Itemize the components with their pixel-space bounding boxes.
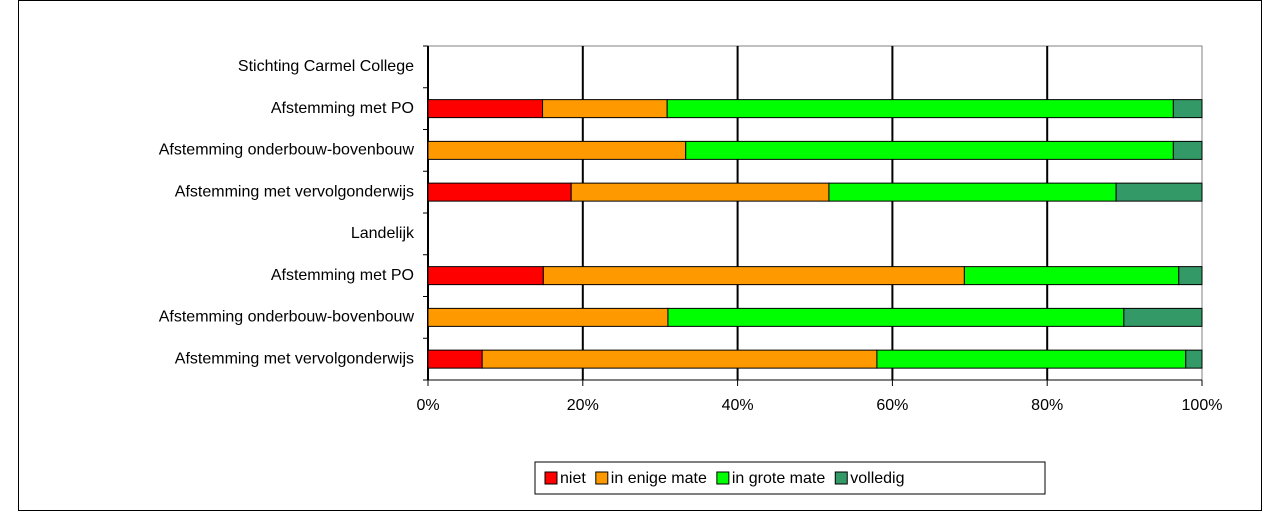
- y-tick-label: Landelijk: [351, 225, 415, 242]
- legend-swatch: [834, 471, 848, 485]
- y-tick-label: Afstemming met PO: [271, 267, 414, 284]
- bar-segment: [427, 307, 669, 327]
- legend-swatch: [716, 471, 730, 485]
- x-tick-label: 100%: [1182, 397, 1223, 414]
- bar-segment: [876, 349, 1187, 369]
- bar-segment: [1172, 99, 1203, 119]
- bar-segment: [427, 266, 544, 286]
- bar-segment: [427, 140, 687, 160]
- legend-label: volledig: [850, 470, 904, 487]
- x-tick-label: 80%: [1031, 397, 1063, 414]
- bar-segment: [1172, 140, 1203, 160]
- bar-segment: [1185, 349, 1203, 369]
- legend-label: niet: [560, 470, 586, 487]
- bar-segment: [963, 266, 1180, 286]
- legend-box: [534, 461, 1046, 495]
- bar-segment: [1123, 307, 1203, 327]
- y-tick-label: Afstemming onderbouw-bovenbouw: [159, 142, 415, 159]
- x-tick-label: 40%: [722, 397, 754, 414]
- legend-label: in grote mate: [732, 470, 825, 487]
- y-tick-label: Afstemming met vervolgonderwijs: [175, 350, 414, 367]
- bar-segment: [427, 349, 483, 369]
- bar-segment: [542, 266, 965, 286]
- y-tick-label: Afstemming met vervolgonderwijs: [175, 183, 414, 200]
- plot-area: [427, 45, 1203, 381]
- bar-segment: [570, 182, 830, 202]
- bar-segment: [427, 182, 572, 202]
- x-tick-label: 0%: [416, 397, 439, 414]
- y-tick-label: Afstemming onderbouw-bovenbouw: [159, 309, 415, 326]
- y-tick-label: Stichting Carmel College: [238, 58, 414, 75]
- bar-segment: [666, 99, 1174, 119]
- bar-segment: [667, 307, 1125, 327]
- y-tick-label: Afstemming met PO: [271, 100, 414, 117]
- bar-segment: [1178, 266, 1203, 286]
- bar-segment: [427, 99, 544, 119]
- legend-swatch: [595, 471, 609, 485]
- bar-segment: [1115, 182, 1203, 202]
- x-tick-label: 20%: [567, 397, 599, 414]
- bar-segment: [685, 140, 1174, 160]
- legend-label: in enige mate: [611, 470, 707, 487]
- bar-segment: [481, 349, 878, 369]
- bar-segment: [828, 182, 1117, 202]
- x-tick-label: 60%: [876, 397, 908, 414]
- legend-swatch: [544, 471, 558, 485]
- bar-segment: [542, 99, 668, 119]
